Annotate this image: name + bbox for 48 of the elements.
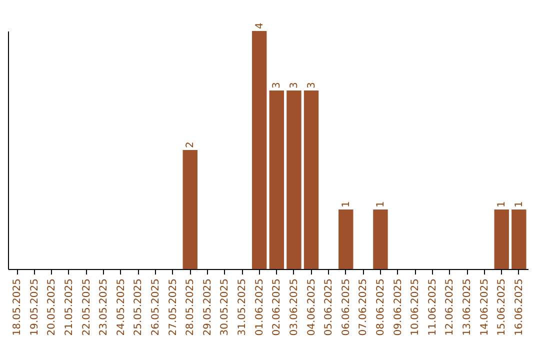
x-tick-label: 28.05.2025 [185, 278, 196, 336]
bar [286, 90, 302, 269]
bar [373, 210, 388, 269]
x-tick-label: 20.05.2025 [46, 278, 58, 336]
x-tick-label: 19.05.2025 [29, 278, 40, 336]
x-tick-label: 02.06.2025 [272, 278, 283, 336]
bar [304, 90, 319, 269]
data-label: 3 [306, 82, 318, 88]
bar [252, 31, 267, 269]
x-tick-label: 07.06.2025 [358, 278, 370, 336]
bar [182, 150, 198, 269]
bar [494, 210, 509, 269]
x-tick-label: 27.05.2025 [168, 278, 179, 336]
x-tick-label: 01.06.2025 [254, 278, 266, 336]
bar [512, 210, 526, 269]
x-tick-label: 31.05.2025 [237, 278, 248, 336]
data-label: 3 [272, 82, 283, 88]
x-tick-label: 18.05.2025 [12, 278, 24, 336]
x-tick-label: 08.06.2025 [375, 278, 386, 336]
x-tick-label: 21.05.2025 [64, 278, 75, 336]
x-tick-label: 06.06.2025 [340, 278, 352, 336]
x-tick-label: 11.06.2025 [427, 278, 438, 336]
x-tick-label: 23.05.2025 [98, 278, 110, 336]
x-tick-label: 09.06.2025 [392, 278, 404, 336]
x-tick-label: 10.06.2025 [410, 278, 422, 336]
data-label: 1 [340, 201, 352, 208]
x-tick-label: 26.05.2025 [150, 278, 162, 336]
x-tick-label: 30.05.2025 [220, 278, 231, 336]
x-tick-label: 22.05.2025 [81, 278, 92, 336]
x-tick-label: 16.06.2025 [514, 278, 525, 336]
x-tick-label: 24.05.2025 [116, 278, 127, 336]
data-label: 3 [288, 82, 300, 88]
x-tick-label: 15.06.2025 [496, 278, 508, 336]
bar [269, 90, 284, 269]
x-tick-label: 04.06.2025 [306, 278, 318, 336]
x-tick-label: 12.06.2025 [444, 278, 456, 336]
bar [338, 210, 354, 269]
x-tick-label: 05.06.2025 [324, 278, 335, 336]
data-label: 1 [514, 201, 525, 208]
x-tick-label: 29.05.2025 [202, 278, 214, 336]
data-label: 2 [185, 142, 196, 148]
data-label: 1 [375, 201, 386, 208]
x-tick-label: 03.06.2025 [288, 278, 300, 336]
x-tick-label: 13.06.2025 [462, 278, 473, 336]
x-tick-label: 14.06.2025 [479, 278, 490, 336]
data-label: 1 [496, 201, 508, 208]
x-tick-label: 25.05.2025 [133, 278, 144, 336]
data-label: 4 [254, 22, 266, 29]
